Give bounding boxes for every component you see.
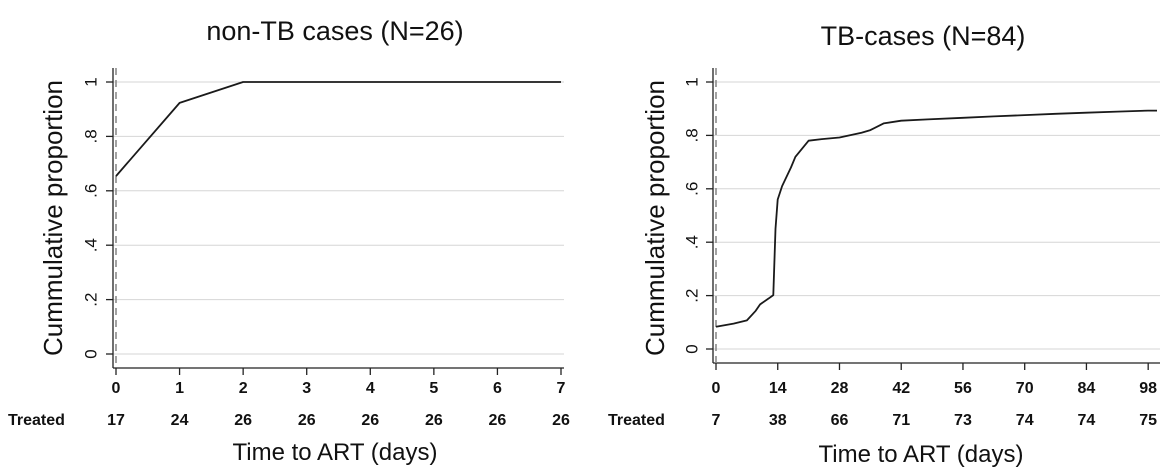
- risk-table-value: 26: [425, 412, 443, 429]
- y-tick-label: .8: [81, 129, 100, 143]
- risk-table-value: 26: [552, 412, 570, 429]
- x-tick-label: 4: [366, 380, 375, 397]
- risk-table-value: 26: [489, 412, 507, 429]
- risk-table-label: Treated: [608, 412, 665, 429]
- risk-table-value: 38: [769, 412, 787, 429]
- cumulative-curve: [115, 81, 561, 177]
- chart-title: non-TB cases (N=26): [206, 16, 463, 46]
- x-tick-label: 42: [892, 380, 910, 397]
- x-tick-label: 7: [557, 380, 566, 397]
- chart-panel-tb: TB-cases (N=84) 0 .2 .4 .6 .8 1 0 7 14 38 28 66 42 71…: [608, 21, 1160, 468]
- x-tick-label: 84: [1078, 380, 1096, 397]
- y-tick-label: .4: [81, 238, 100, 252]
- y-tick-label: .2: [682, 289, 701, 303]
- risk-table-value: 7: [712, 412, 721, 429]
- y-tick-label: 0: [682, 344, 701, 353]
- risk-table-value: 71: [892, 412, 910, 429]
- risk-table-label: Treated: [8, 412, 65, 429]
- y-tick-label: 0: [81, 349, 100, 358]
- x-tick-label: 0: [112, 380, 121, 397]
- x-axis-label: Time to ART (days): [233, 439, 438, 466]
- x-tick-label: 14: [769, 380, 787, 397]
- x-tick-label: 1: [175, 380, 184, 397]
- risk-table-value: 26: [234, 412, 252, 429]
- risk-table-value: 17: [107, 412, 125, 429]
- x-tick-label: 5: [429, 380, 438, 397]
- chart-title: TB-cases (N=84): [821, 21, 1026, 51]
- y-tick-label: .8: [682, 128, 701, 142]
- y-tick-label: 1: [81, 77, 100, 86]
- risk-table-value: 75: [1139, 412, 1157, 429]
- x-tick-label: 3: [302, 380, 311, 397]
- x-tick-label: 98: [1139, 380, 1157, 397]
- risk-table-value: 66: [831, 412, 849, 429]
- risk-table-value: 26: [298, 412, 316, 429]
- y-tick-label: .6: [81, 184, 100, 198]
- x-tick-label: 70: [1016, 380, 1034, 397]
- risk-table-value: 74: [1016, 412, 1034, 429]
- y-tick-label: 1: [682, 77, 701, 86]
- cumulative-curve: [715, 109, 1157, 328]
- x-tick-label: 28: [831, 380, 849, 397]
- risk-table-value: 24: [171, 412, 189, 429]
- chart-panel-non-tb: non-TB cases (N=26) 0 .2 .4 .6 .8 1 0 17 1 24 2 26 3…: [8, 16, 570, 466]
- risk-table-value: 73: [954, 412, 972, 429]
- y-axis-label: Cummulative proportion: [38, 80, 68, 356]
- x-tick-label: 2: [239, 380, 248, 397]
- x-tick-label: 6: [493, 380, 502, 397]
- x-tick-label: 0: [712, 380, 721, 397]
- x-tick-label: 56: [954, 380, 972, 397]
- risk-table-value: 74: [1078, 412, 1096, 429]
- risk-table-value: 26: [361, 412, 379, 429]
- y-tick-label: .2: [81, 293, 100, 307]
- y-axis-label: Cummulative proportion: [640, 80, 670, 356]
- y-tick-label: .4: [682, 235, 701, 249]
- x-axis-label: Time to ART (days): [819, 441, 1024, 468]
- y-tick-label: .6: [682, 182, 701, 196]
